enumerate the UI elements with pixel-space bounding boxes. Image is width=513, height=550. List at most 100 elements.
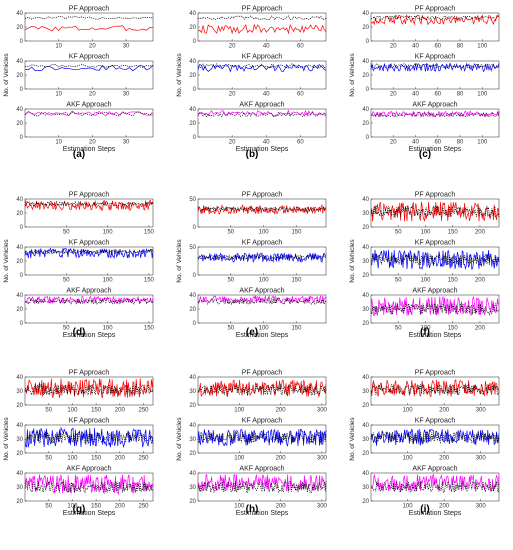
y-tick-label: 0 bbox=[20, 273, 24, 279]
y-tick-label: 30 bbox=[362, 307, 369, 313]
x-tick-label: 100 bbox=[477, 92, 488, 98]
x-tick-label: 100 bbox=[259, 278, 270, 284]
subplot-title: PF Approach bbox=[242, 370, 283, 377]
x-tick-label: 150 bbox=[448, 230, 459, 236]
actual-line bbox=[370, 431, 500, 444]
y-tick-label: 40 bbox=[16, 107, 23, 113]
y-tick-label: 40 bbox=[362, 11, 369, 17]
actual-line bbox=[370, 383, 500, 396]
subplot-title: KF Approach bbox=[415, 418, 456, 425]
y-tick-label: 0 bbox=[193, 39, 197, 45]
x-tick-label: 20 bbox=[390, 92, 397, 98]
actual-line bbox=[197, 205, 327, 213]
y-tick-label: 40 bbox=[362, 197, 369, 203]
actual-line bbox=[24, 16, 154, 20]
y-tick-label: 0 bbox=[193, 225, 197, 231]
plot-frame bbox=[370, 472, 500, 502]
y-tick-label: 0 bbox=[20, 225, 24, 231]
subplot-title: AKF Approach bbox=[412, 102, 457, 109]
x-tick-label: 150 bbox=[291, 326, 302, 332]
x-tick-label: 60 bbox=[297, 140, 304, 146]
actual-line bbox=[197, 63, 327, 69]
x-tick-label: 80 bbox=[457, 140, 464, 146]
panel-label: (f) bbox=[420, 327, 430, 338]
x-axis-label: Estimation Steps bbox=[236, 332, 289, 339]
subplot-title: KF Approach bbox=[69, 54, 110, 61]
x-tick-label: 30 bbox=[123, 92, 130, 98]
y-tick-label: 40 bbox=[362, 107, 369, 113]
x-tick-label: 300 bbox=[476, 504, 487, 510]
x-tick-label: 200 bbox=[115, 408, 126, 414]
x-tick-label: 20 bbox=[89, 44, 96, 50]
x-tick-label: 300 bbox=[317, 408, 328, 414]
y-tick-label: 40 bbox=[362, 59, 369, 65]
x-tick-label: 80 bbox=[457, 44, 464, 50]
actual-line bbox=[197, 253, 327, 261]
x-tick-label: 40 bbox=[412, 140, 419, 146]
y-tick-label: 30 bbox=[16, 485, 23, 491]
y-tick-label: 20 bbox=[16, 259, 23, 265]
x-tick-label: 20 bbox=[89, 92, 96, 98]
x-tick-label: 10 bbox=[55, 44, 62, 50]
estimate-line bbox=[197, 251, 327, 264]
x-tick-label: 60 bbox=[297, 92, 304, 98]
x-tick-label: 200 bbox=[475, 326, 486, 332]
y-tick-label: 20 bbox=[362, 121, 369, 127]
y-tick-label: 20 bbox=[16, 499, 23, 505]
y-tick-label: 40 bbox=[189, 423, 196, 429]
y-tick-label: 40 bbox=[189, 11, 196, 17]
x-tick-label: 100 bbox=[234, 456, 245, 462]
x-tick-label: 300 bbox=[317, 456, 328, 462]
x-axis-label: Estimation Steps bbox=[409, 146, 462, 153]
x-tick-label: 200 bbox=[115, 456, 126, 462]
panel-4: PF Approach 0 50 50 100 150 KF Approach 0 50 50 10… bbox=[176, 192, 327, 339]
x-tick-label: 200 bbox=[439, 408, 450, 414]
x-tick-label: 200 bbox=[439, 456, 450, 462]
x-tick-label: 30 bbox=[123, 140, 130, 146]
x-tick-label: 150 bbox=[448, 326, 459, 332]
y-tick-label: 0 bbox=[193, 321, 197, 327]
y-tick-label: 20 bbox=[362, 25, 369, 31]
subplot-title: KF Approach bbox=[415, 54, 456, 61]
x-tick-label: 50 bbox=[63, 326, 70, 332]
subplot-title: PF Approach bbox=[415, 6, 456, 13]
x-axis-label: Estimation Steps bbox=[63, 146, 116, 153]
x-tick-label: 100 bbox=[259, 326, 270, 332]
actual-line bbox=[370, 111, 500, 118]
panel-1: PF Approach 0 20 40 20 40 60 KF Approach 0 20 40 20… bbox=[176, 6, 327, 160]
plot-frame bbox=[197, 198, 327, 228]
actual-line bbox=[197, 430, 327, 445]
y-tick-label: 40 bbox=[189, 59, 196, 65]
y-tick-label: 0 bbox=[193, 135, 197, 141]
subplot-title: PF Approach bbox=[242, 6, 283, 13]
x-tick-label: 50 bbox=[227, 326, 234, 332]
y-axis-label: No. of Vehicles bbox=[3, 53, 10, 97]
estimate-line bbox=[370, 249, 500, 270]
x-tick-label: 100 bbox=[234, 408, 245, 414]
y-tick-label: 30 bbox=[362, 389, 369, 395]
x-tick-label: 150 bbox=[91, 456, 102, 462]
x-tick-label: 50 bbox=[395, 326, 402, 332]
estimate-line bbox=[370, 296, 500, 317]
x-tick-label: 100 bbox=[477, 44, 488, 50]
y-tick-label: 20 bbox=[189, 499, 196, 505]
actual-line bbox=[24, 64, 154, 68]
x-tick-label: 100 bbox=[420, 230, 431, 236]
x-tick-label: 40 bbox=[263, 140, 270, 146]
subplot-title: KF Approach bbox=[242, 418, 283, 425]
subplot-title: PF Approach bbox=[69, 6, 110, 13]
y-tick-label: 30 bbox=[189, 389, 196, 395]
actual-line bbox=[24, 248, 154, 256]
y-tick-label: 0 bbox=[366, 87, 370, 93]
subplot-title: KF Approach bbox=[242, 240, 283, 247]
x-tick-label: 200 bbox=[115, 504, 126, 510]
y-tick-label: 20 bbox=[16, 121, 23, 127]
y-tick-label: 30 bbox=[362, 259, 369, 265]
y-tick-label: 0 bbox=[20, 135, 24, 141]
y-tick-label: 30 bbox=[16, 437, 23, 443]
y-axis-label: No. of Vehicles bbox=[349, 239, 356, 283]
y-tick-label: 40 bbox=[362, 293, 369, 299]
panel-5: PF Approach 20 30 40 50 100 150 200 KF Approach 2… bbox=[349, 192, 500, 339]
y-tick-label: 20 bbox=[362, 225, 369, 231]
estimate-line bbox=[24, 110, 154, 117]
